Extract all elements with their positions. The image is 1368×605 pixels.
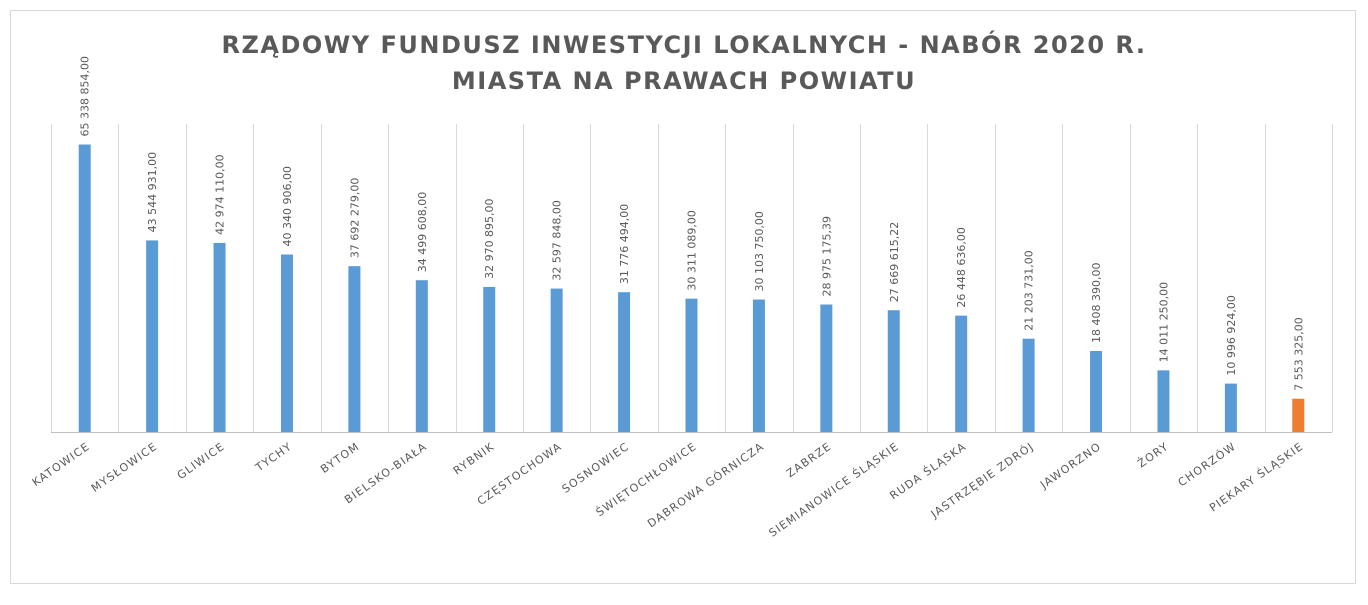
data-label: 26 448 636,00 xyxy=(955,227,968,307)
chart-title-line-1: RZĄDOWY FUNDUSZ INWESTYCJI LOKALNYCH - N… xyxy=(221,31,1147,59)
data-label: 43 544 931,00 xyxy=(146,152,159,232)
data-label: 34 499 608,00 xyxy=(416,192,429,272)
x-tick-label: SOSNOWIEC xyxy=(560,440,632,496)
bars xyxy=(78,144,1305,433)
data-label: 30 311 089,00 xyxy=(686,210,699,290)
bar xyxy=(752,299,765,432)
bar xyxy=(1292,398,1305,432)
gridlines xyxy=(51,124,1333,432)
bar xyxy=(887,310,900,432)
data-labels: 65 338 854,00 43 544 931,00 42 974 110,00 4… xyxy=(79,56,1306,391)
x-tick-label: KATOWICE xyxy=(30,440,93,489)
data-label: 40 340 906,00 xyxy=(281,166,294,246)
data-label: 32 970 895,00 xyxy=(483,198,496,278)
bar xyxy=(1157,370,1170,432)
data-label: 21 203 731,00 xyxy=(1023,250,1036,330)
bar xyxy=(483,286,496,432)
x-tick-label: BYTOM xyxy=(318,440,362,476)
bar xyxy=(1090,351,1103,432)
x-tick-label: TYCHY xyxy=(252,440,294,475)
bar xyxy=(280,254,293,432)
chart-frame xyxy=(10,10,1356,584)
x-tick-label: ŻORY xyxy=(1135,440,1171,471)
x-tick-label: RYBNIK xyxy=(451,440,497,478)
bar xyxy=(550,288,563,432)
x-tick-label: GLIWICE xyxy=(175,440,228,482)
data-label: 65 338 854,00 xyxy=(79,56,92,136)
chart-title-line-2: MIASTA NA PRAWACH POWIATU xyxy=(451,67,917,95)
data-label: 32 597 848,00 xyxy=(551,200,564,280)
bar xyxy=(78,144,91,433)
bar xyxy=(820,304,833,432)
bar xyxy=(1022,338,1035,432)
bar xyxy=(685,298,698,432)
data-label: 30 103 750,00 xyxy=(753,211,766,291)
bar xyxy=(348,266,361,432)
x-tick-label: CHORZÓW xyxy=(1176,440,1239,489)
chart-title: RZĄDOWY FUNDUSZ INWESTYCJI LOKALNYCH - N… xyxy=(0,27,1368,99)
data-label: 18 408 390,00 xyxy=(1090,263,1103,343)
data-label: 42 974 110,00 xyxy=(214,154,227,234)
bar xyxy=(955,315,968,432)
data-label: 31 776 494,00 xyxy=(618,204,631,284)
data-label: 28 975 175,39 xyxy=(820,216,833,296)
bar xyxy=(213,242,226,432)
data-label: 14 011 250,00 xyxy=(1157,282,1170,362)
data-label: 10 996 924,00 xyxy=(1225,295,1238,375)
x-tick-label: ZABRZE xyxy=(784,440,834,480)
bar xyxy=(415,280,428,432)
bar xyxy=(618,292,631,432)
x-tick-label: JAWORZNO xyxy=(1037,440,1104,492)
bar xyxy=(1224,383,1237,432)
data-label: 27 669 615,22 xyxy=(888,222,901,302)
x-tick-label: MYSŁOWICE xyxy=(89,440,160,495)
bar xyxy=(146,240,159,432)
data-label: 37 692 279,00 xyxy=(348,178,361,258)
x-tick-label: SIEMIANOWICE ŚLĄSKIE xyxy=(767,440,902,540)
x-tick-label: DĄBROWA GÓRNICZA xyxy=(645,440,766,530)
data-label: 7 553 325,00 xyxy=(1292,317,1305,390)
